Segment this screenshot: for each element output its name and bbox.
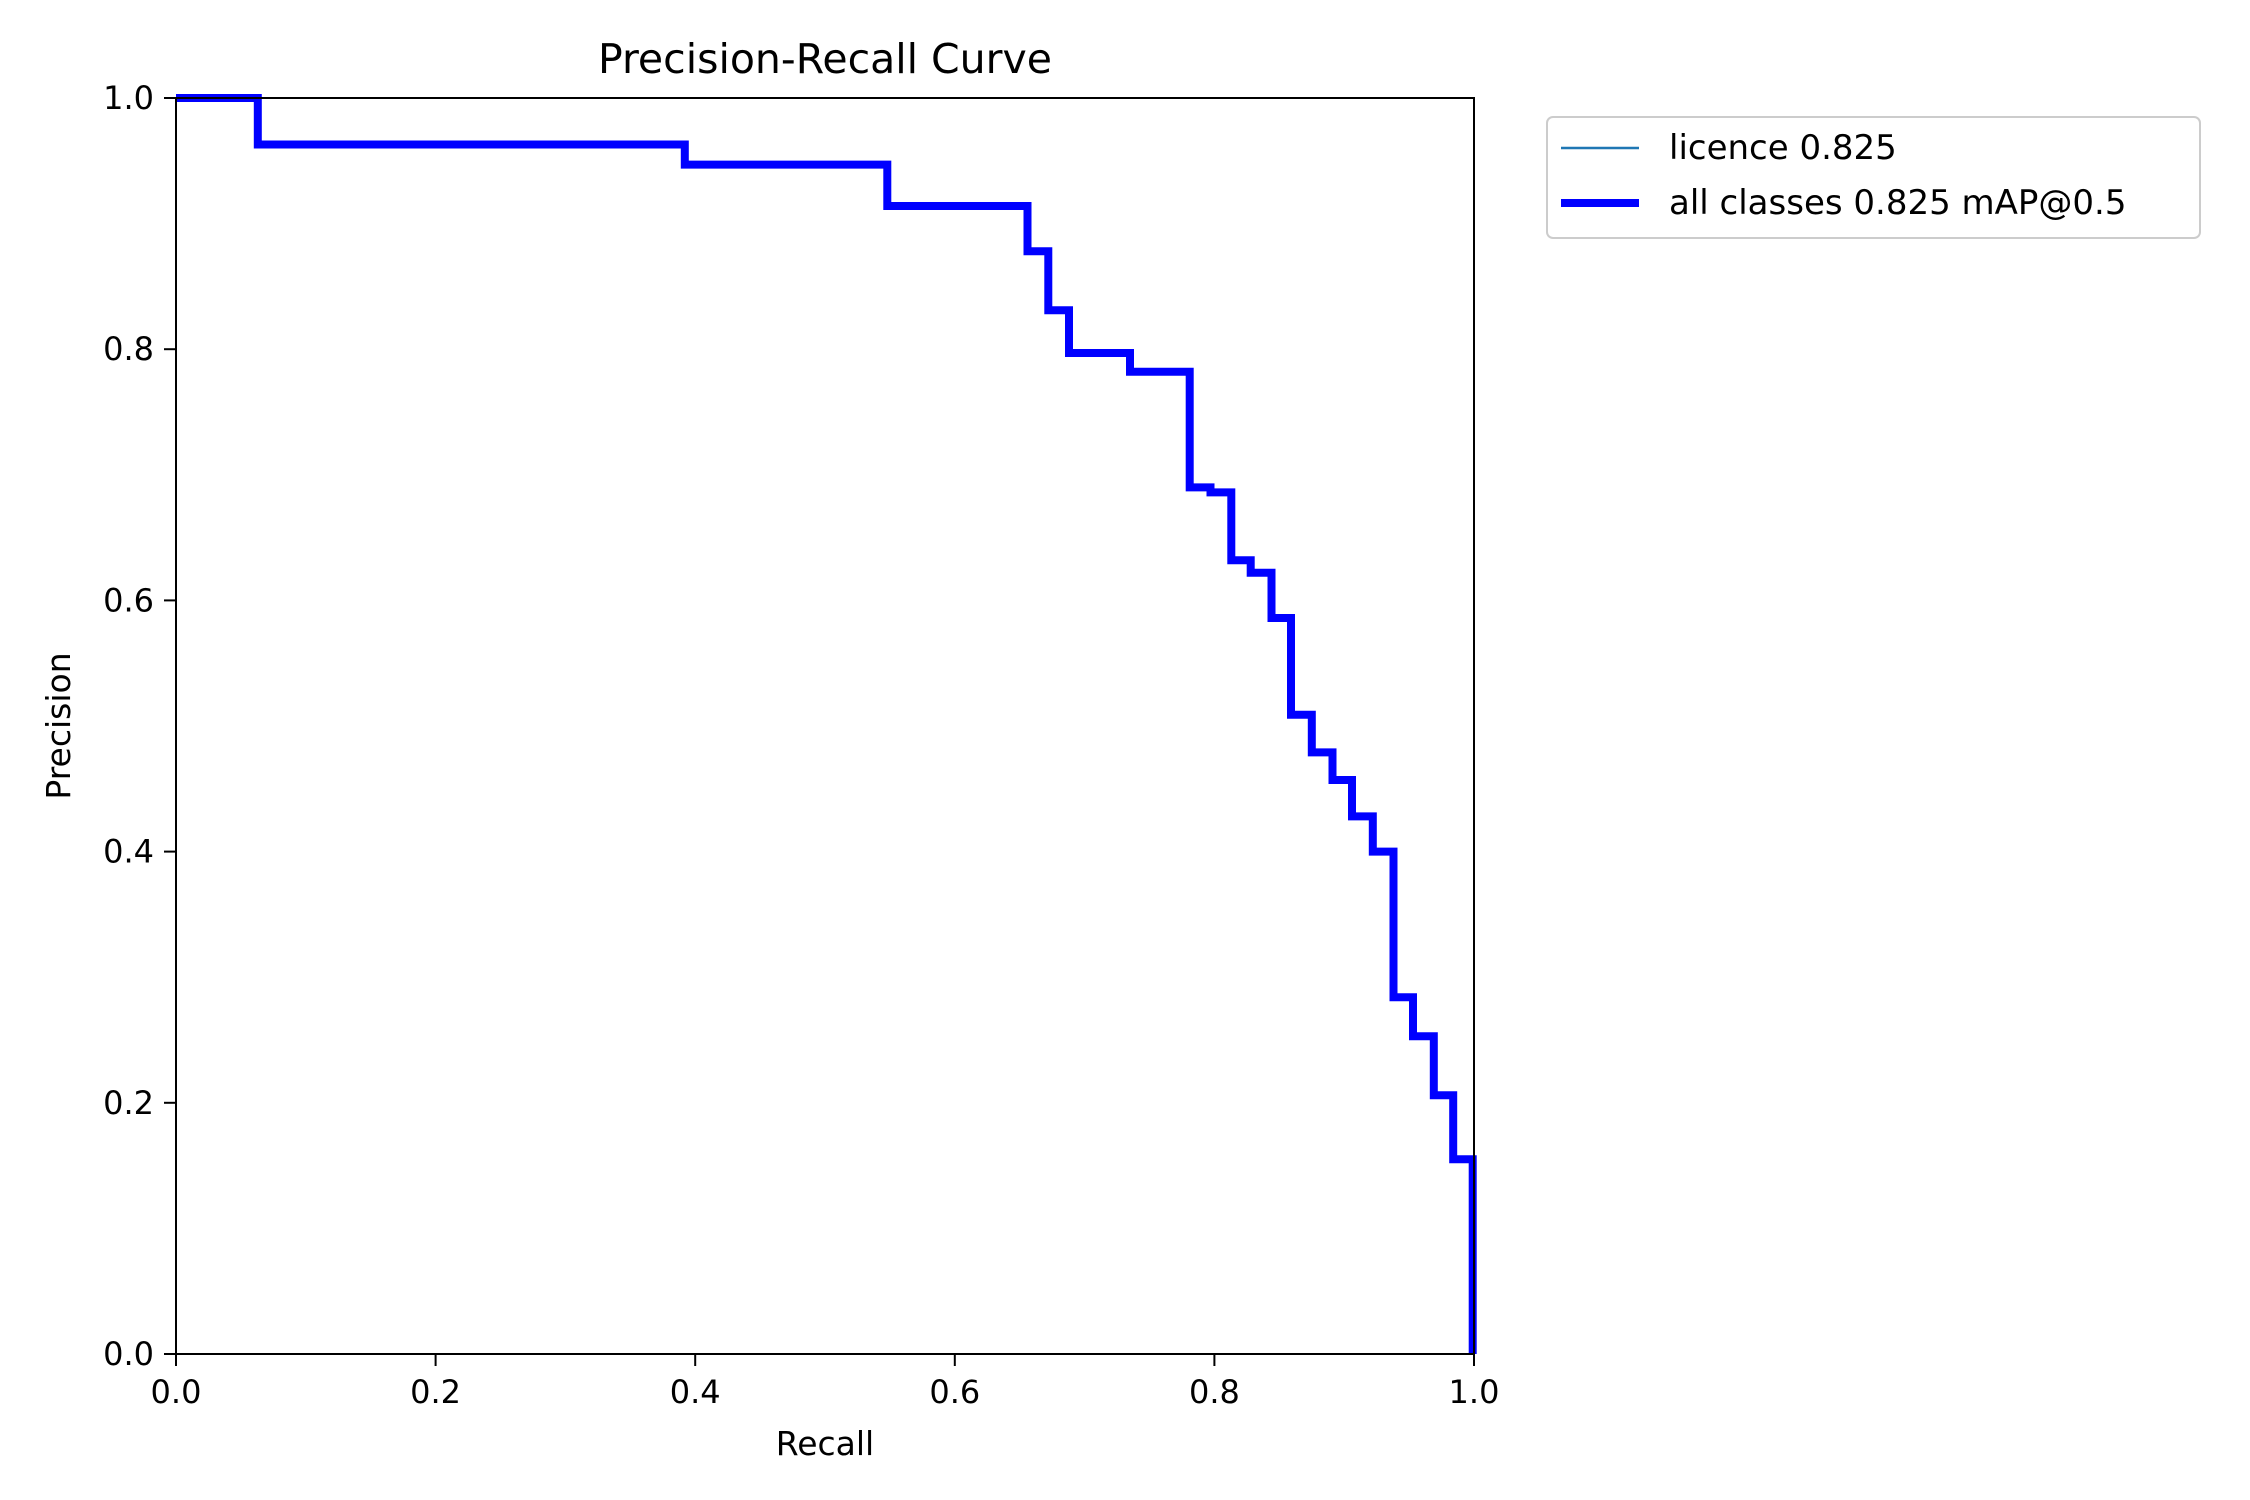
x-axis-label: Recall	[776, 1424, 874, 1463]
legend-box	[1546, 116, 2201, 239]
legend: licence 0.825 all classes 0.825 mAP@0.5	[1546, 116, 2201, 239]
y-tick-label: 0.8	[103, 330, 154, 368]
y-tick-label: 1.0	[103, 79, 154, 117]
x-tick-label: 0.8	[1189, 1373, 1240, 1411]
x-axis: 0.0 0.2 0.4 0.6 0.8 1.0	[151, 1354, 1500, 1411]
plot-area	[176, 94, 1477, 1354]
legend-label-all-classes: all classes 0.825 mAP@0.5	[1669, 183, 2126, 223]
x-tick-label: 0.6	[929, 1373, 980, 1411]
x-tick-label: 0.4	[670, 1373, 721, 1411]
x-tick-label: 0.0	[151, 1373, 202, 1411]
y-axis-label: Precision	[39, 652, 78, 799]
legend-label-licence: licence 0.825	[1669, 128, 1897, 168]
chart-title: Precision-Recall Curve	[598, 35, 1052, 83]
x-tick-label: 0.2	[410, 1373, 461, 1411]
y-axis: 0.0 0.2 0.4 0.6 0.8 1.0	[103, 79, 176, 1373]
y-tick-label: 0.6	[103, 581, 154, 619]
y-tick-label: 0.0	[103, 1335, 154, 1373]
series-line-all-classes	[176, 94, 1477, 1354]
plot-frame	[175, 97, 1475, 1355]
y-tick-label: 0.4	[103, 833, 154, 871]
y-tick-label: 0.2	[103, 1084, 154, 1122]
x-tick-label: 1.0	[1449, 1373, 1500, 1411]
